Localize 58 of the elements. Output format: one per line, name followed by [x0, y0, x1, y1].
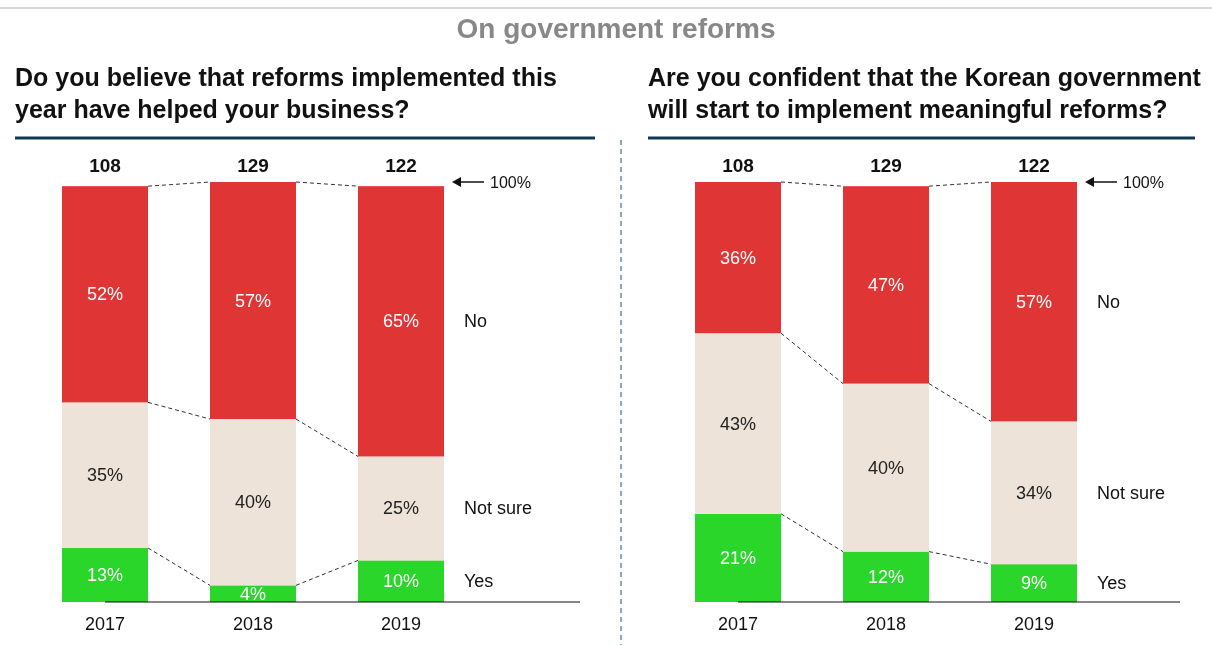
data-label: 65% [382, 311, 420, 332]
annotation: 100% [490, 174, 531, 191]
x-tick-label: 2018 [232, 614, 274, 634]
bar [843, 383, 929, 552]
data-label: 40% [867, 457, 905, 478]
data-label: 47% [867, 274, 905, 295]
data-label: 9% [1020, 573, 1048, 594]
bar [210, 182, 296, 420]
x-tick-label: 2019 [380, 614, 422, 634]
x-tick-label: 2017 [84, 614, 126, 634]
data-label: 36% [719, 247, 757, 268]
chart-title: On government reforms [456, 13, 776, 44]
data-label: 57% [1015, 291, 1053, 312]
text: 129 [870, 155, 902, 176]
series-label: No [464, 311, 488, 332]
series-label: Not sure [1097, 482, 1166, 503]
bar [843, 551, 929, 602]
data-label: 12% [867, 566, 905, 587]
chart-subtitle: Are you confident that the Korean government will start to implement meaningful reforms? [647, 63, 1202, 123]
data-label: 13% [86, 564, 124, 585]
bar [843, 186, 929, 384]
x-tick-label: 2017 [717, 614, 759, 634]
data-label: 52% [86, 284, 124, 305]
text: 129 [237, 155, 269, 176]
bar [62, 547, 148, 602]
data-label: 34% [1015, 482, 1053, 503]
data-label: 21% [719, 547, 757, 568]
x-tick-label: 2018 [865, 614, 907, 634]
bar [358, 560, 444, 602]
bar [695, 513, 781, 602]
data-label: 25% [382, 498, 420, 519]
annotation: 100% [1123, 174, 1164, 191]
bar [358, 186, 444, 457]
bar [210, 419, 296, 586]
bar [991, 564, 1077, 602]
bar [695, 333, 781, 514]
bar [991, 182, 1077, 422]
data-label: 4% [239, 583, 267, 604]
text: 122 [385, 155, 417, 176]
text: 108 [89, 155, 121, 176]
data-label: 43% [719, 413, 757, 434]
data-label: 35% [86, 465, 124, 486]
bar [62, 186, 148, 403]
data-label: 57% [234, 290, 272, 311]
bar [62, 402, 148, 548]
data-label: 10% [382, 571, 420, 592]
bar [358, 456, 444, 561]
bar [991, 421, 1077, 565]
text: 122 [1018, 155, 1050, 176]
series-label: Yes [1097, 573, 1127, 594]
data-label: 40% [234, 492, 272, 513]
bar [695, 182, 781, 334]
chart-subtitle: Do you believe that reforms implemented this year have helped your business? [15, 63, 557, 123]
series-label: No [1097, 291, 1121, 312]
series-label: Yes [464, 571, 494, 592]
text: 108 [722, 155, 754, 176]
series-label: Not sure [464, 498, 533, 519]
x-tick-label: 2019 [1013, 614, 1055, 634]
